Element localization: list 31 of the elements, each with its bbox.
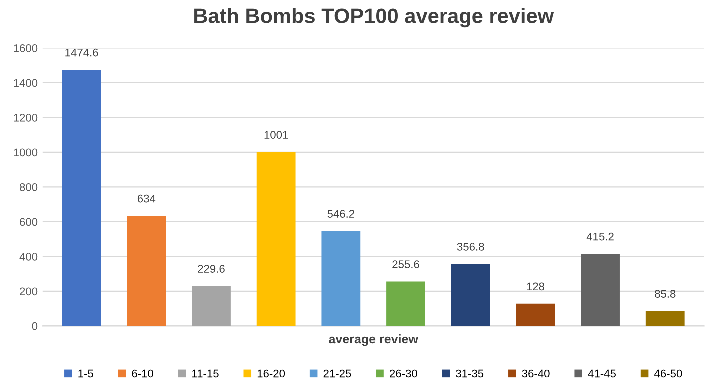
data-label: 546.2 bbox=[328, 210, 355, 218]
y-tick-label: 1200 bbox=[14, 114, 38, 122]
y-tick-label: 600 bbox=[20, 218, 38, 226]
y-tick-label: 1000 bbox=[14, 148, 38, 157]
y-tick-label: 400 bbox=[20, 252, 38, 261]
legend-label: 46-50 bbox=[654, 370, 682, 378]
x-axis-title: average review bbox=[329, 334, 418, 346]
legend-label: 1-5 bbox=[78, 370, 94, 378]
data-label: 1474.6 bbox=[66, 48, 98, 57]
y-tick-label: 0 bbox=[32, 322, 38, 330]
data-label: 128 bbox=[527, 282, 544, 291]
data-label: 85.8 bbox=[655, 290, 676, 298]
legend-label: 41-45 bbox=[588, 370, 616, 378]
data-label: 634 bbox=[138, 194, 156, 203]
y-tick-label: 200 bbox=[20, 288, 38, 296]
data-label: 356.8 bbox=[457, 243, 484, 251]
legend-label: 31-35 bbox=[456, 370, 484, 378]
chart-title: Bath Bombs TOP100 average review bbox=[194, 8, 554, 28]
legend-label: 21-25 bbox=[324, 370, 352, 378]
y-tick-label: 1400 bbox=[14, 79, 38, 88]
y-tick-label: 1600 bbox=[14, 44, 38, 52]
legend-label: 16-20 bbox=[258, 370, 286, 378]
data-label: 415.2 bbox=[586, 232, 614, 241]
legend-label: 26-30 bbox=[390, 370, 418, 378]
legend-label: 11-15 bbox=[192, 370, 219, 378]
legend-label: 36-40 bbox=[522, 370, 550, 378]
data-label: 229.6 bbox=[198, 265, 225, 273]
legend-label: 6-10 bbox=[132, 370, 154, 378]
y-tick-label: 800 bbox=[20, 183, 38, 192]
data-label: 255.6 bbox=[392, 260, 420, 268]
data-label: 1001 bbox=[264, 131, 288, 139]
